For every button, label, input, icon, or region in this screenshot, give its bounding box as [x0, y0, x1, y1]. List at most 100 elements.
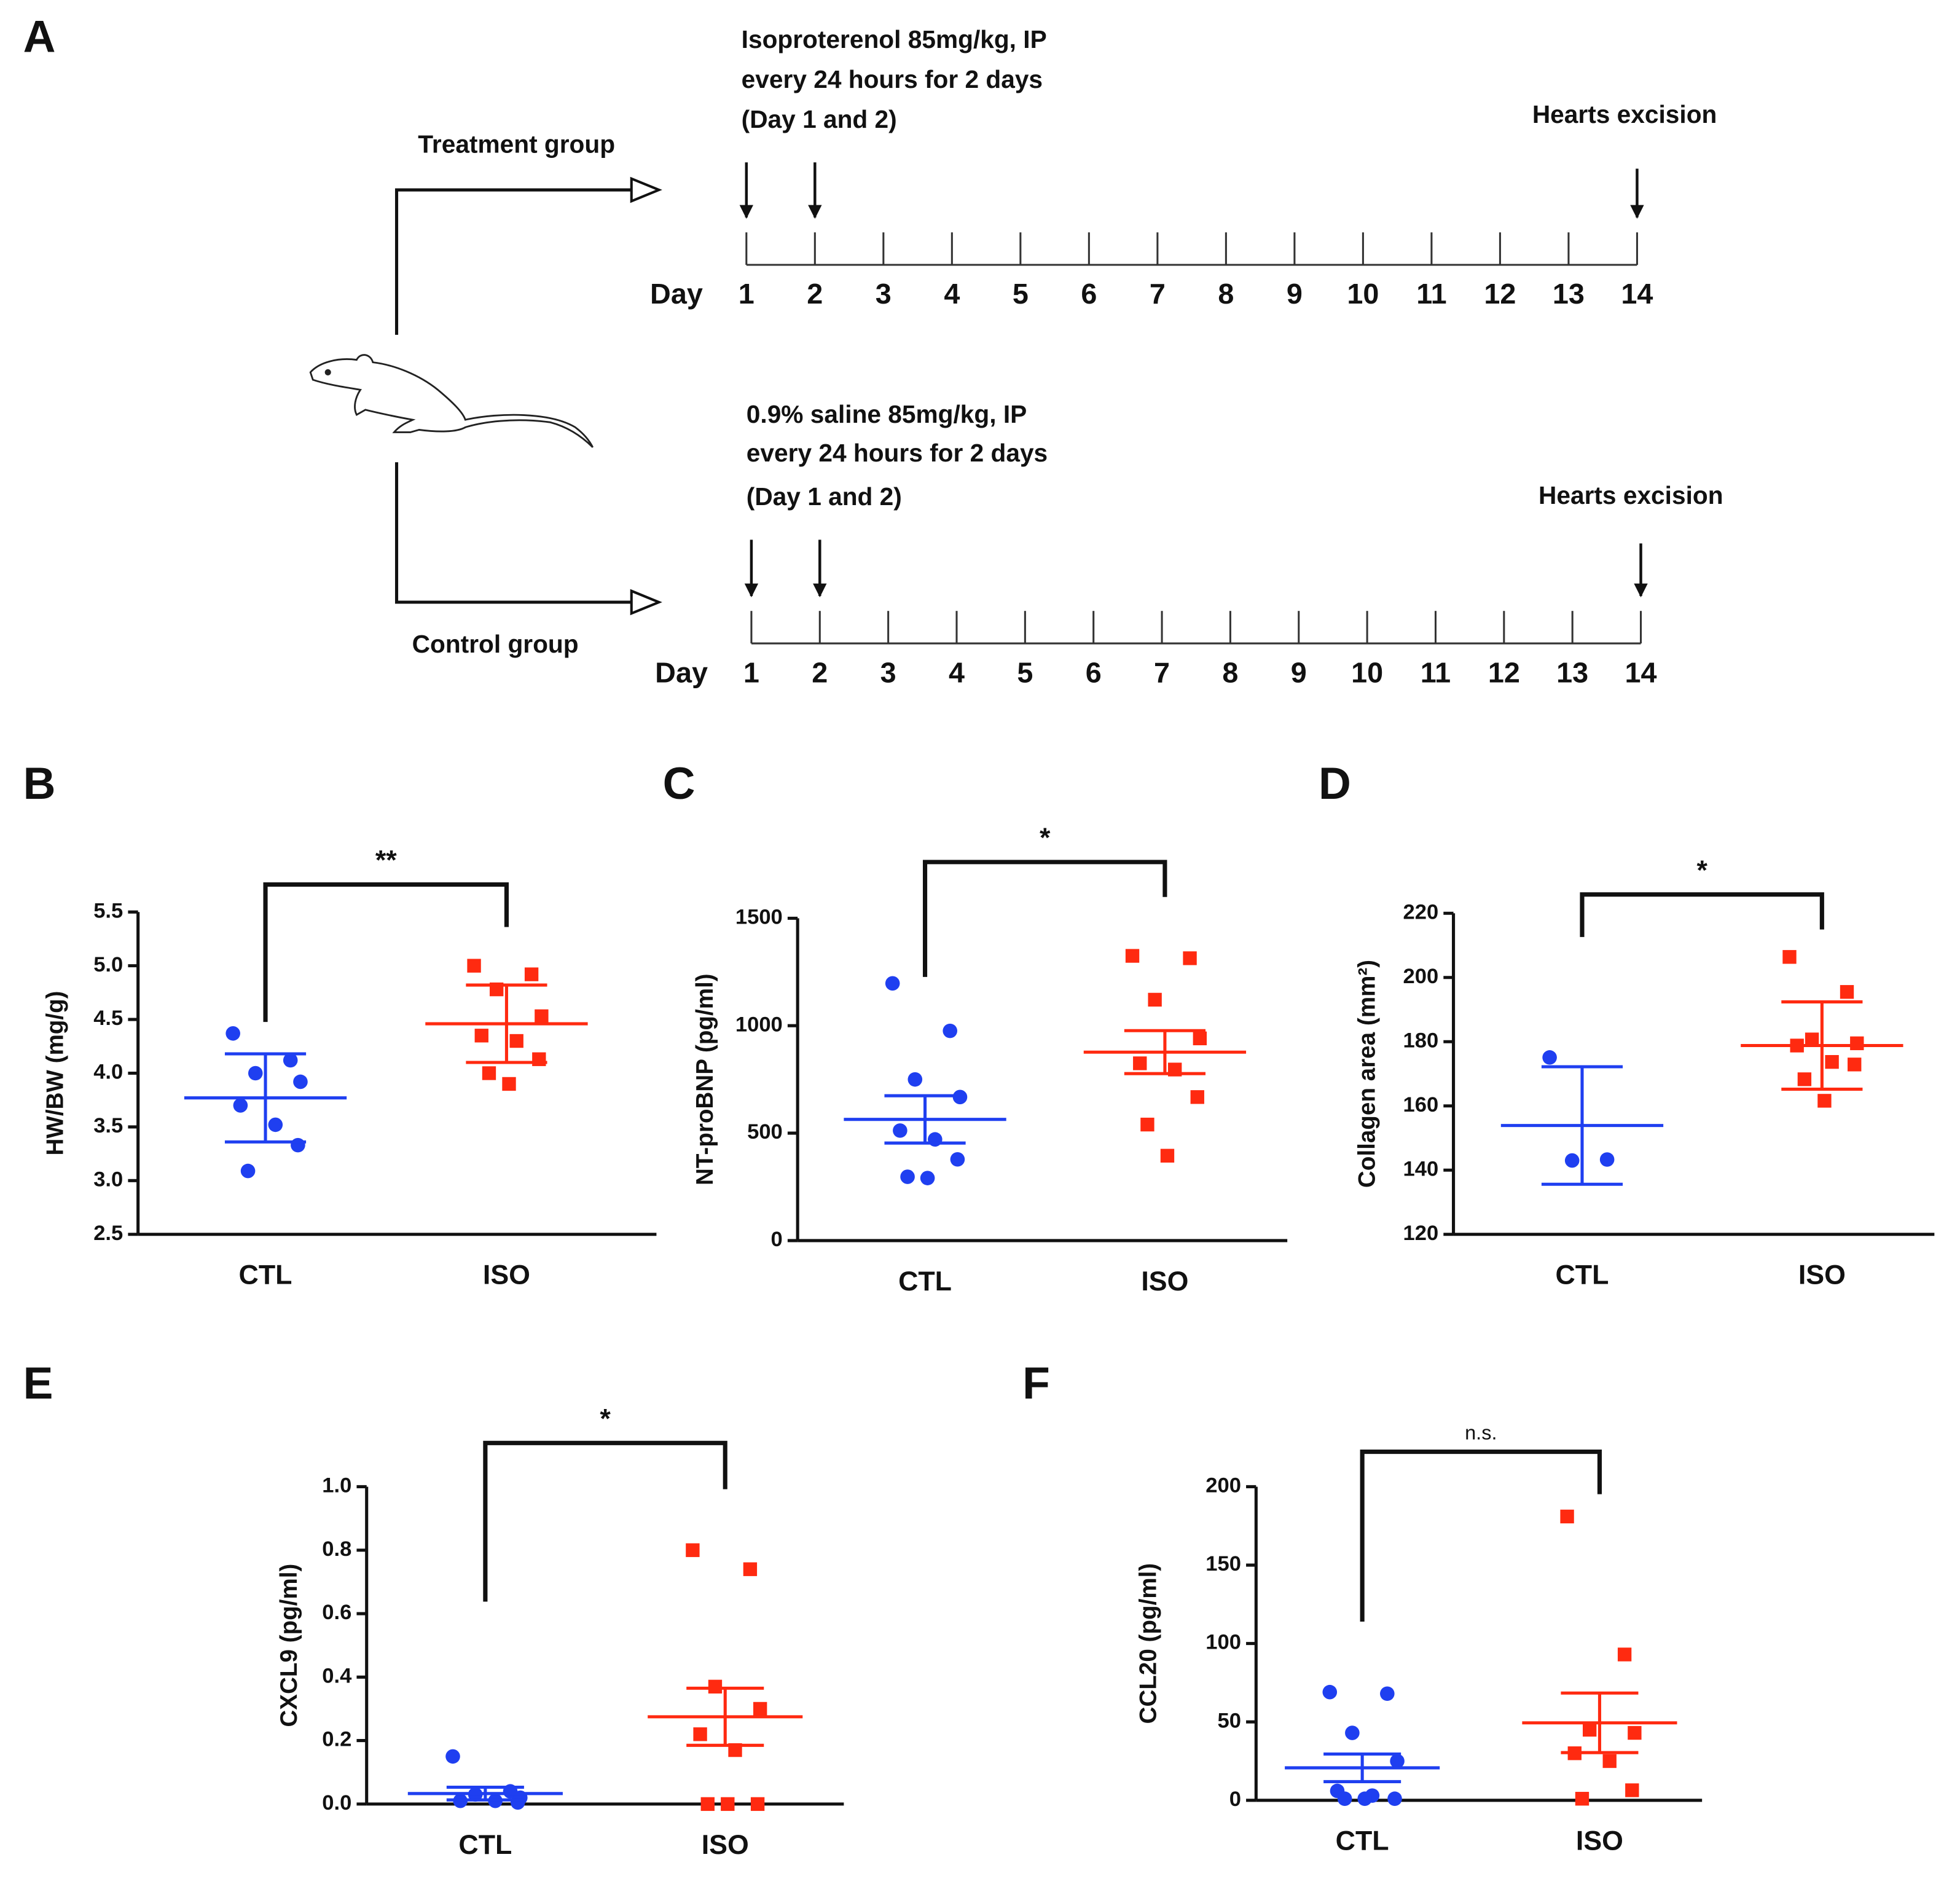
- data-point: [1840, 985, 1854, 999]
- dose-text: (Day 1 and 2): [742, 105, 897, 133]
- data-point: [1848, 1058, 1862, 1072]
- data-point: [1390, 1754, 1405, 1768]
- group-name: Treatment group: [418, 130, 615, 159]
- error-bar: [1323, 1752, 1401, 1783]
- data-point: [1387, 1791, 1402, 1807]
- error-bar: [1781, 1000, 1863, 1091]
- y-tick-label: 1500: [735, 905, 783, 928]
- day-label: Day: [655, 656, 708, 688]
- y-axis-label: CCL20 (pg/ml): [1135, 1563, 1162, 1724]
- day-number: 10: [1347, 278, 1379, 310]
- day-number: 11: [1416, 278, 1446, 310]
- y-tick-label: 4.0: [93, 1061, 123, 1084]
- data-point: [293, 1074, 308, 1089]
- significance-label: *: [1040, 823, 1051, 853]
- data-point: [1133, 1056, 1147, 1070]
- significance-bracket: [1360, 1449, 1602, 1622]
- y-tick-label: 120: [1403, 1222, 1439, 1245]
- significance-bracket: [483, 1440, 727, 1602]
- x-tick-label: CTL: [1556, 1260, 1609, 1290]
- day-number: 14: [1625, 656, 1657, 688]
- y-tick-label: 5.5: [93, 899, 123, 922]
- day-number: 4: [949, 656, 965, 688]
- day-number: 9: [1287, 278, 1303, 310]
- data-point: [900, 1169, 915, 1184]
- data-point: [1125, 949, 1140, 963]
- data-point: [950, 1152, 965, 1167]
- significance-label: n.s.: [1465, 1422, 1497, 1444]
- dose-text: (Day 1 and 2): [747, 482, 902, 511]
- y-tick-label: 5.0: [93, 953, 123, 976]
- y-tick-label: 0.6: [322, 1601, 351, 1624]
- panel-label: E: [23, 1358, 53, 1408]
- y-tick-label: 500: [747, 1120, 783, 1144]
- y-tick-label: 50: [1217, 1709, 1241, 1732]
- y-axis-label: Collagen area (mm²): [1354, 960, 1381, 1188]
- data-point: [693, 1727, 707, 1741]
- x-tick-label: ISO: [702, 1830, 749, 1860]
- data-point: [708, 1679, 723, 1694]
- data-point: [524, 967, 539, 981]
- panel-label: C: [663, 758, 696, 809]
- data-point: [1628, 1725, 1642, 1740]
- day-number: 5: [1017, 656, 1033, 688]
- data-point: [291, 1137, 305, 1153]
- data-point: [1797, 1072, 1812, 1086]
- y-tick-label: 3.5: [93, 1114, 123, 1137]
- data-point: [248, 1066, 263, 1081]
- data-point: [1140, 1117, 1154, 1132]
- x-tick-label: ISO: [1141, 1266, 1188, 1297]
- y-tick-label: 140: [1403, 1157, 1439, 1180]
- y-tick-label: 1.0: [322, 1474, 351, 1497]
- dose-text: every 24 hours for 2 days: [742, 65, 1043, 93]
- data-point: [1575, 1792, 1590, 1806]
- day-number: 9: [1291, 656, 1307, 688]
- day-number: 14: [1621, 278, 1653, 310]
- y-tick-label: 0.8: [322, 1537, 351, 1561]
- data-point: [532, 1052, 546, 1066]
- x-tick-label: ISO: [483, 1260, 530, 1290]
- data-point: [509, 1034, 523, 1048]
- y-tick-label: 1000: [735, 1013, 783, 1036]
- y-tick-label: 4.5: [93, 1007, 123, 1030]
- data-point: [1345, 1725, 1360, 1740]
- error-bar: [446, 1785, 524, 1802]
- y-tick-label: 160: [1403, 1093, 1439, 1117]
- day-number: 7: [1154, 656, 1170, 688]
- day-number: 13: [1553, 278, 1585, 310]
- group-name: Control group: [412, 630, 579, 658]
- data-point: [753, 1701, 767, 1716]
- data-point: [1564, 1153, 1580, 1168]
- panel-label: D: [1319, 758, 1351, 809]
- y-tick-label: 200: [1403, 965, 1439, 988]
- data-point: [225, 1026, 240, 1041]
- day-number: 6: [1086, 656, 1102, 688]
- error-bar: [884, 1094, 966, 1145]
- x-tick-label: ISO: [1798, 1260, 1846, 1290]
- significance-bracket: [922, 860, 1167, 977]
- day-number: 1: [743, 656, 759, 688]
- day-number: 4: [944, 278, 960, 310]
- data-point: [907, 1072, 923, 1087]
- day-number: 5: [1013, 278, 1029, 310]
- data-point: [535, 1009, 549, 1023]
- data-point: [1582, 1722, 1597, 1737]
- day-number: 8: [1218, 278, 1234, 310]
- data-point: [233, 1098, 248, 1113]
- significance-label: *: [600, 1404, 611, 1434]
- data-point: [1542, 1050, 1557, 1065]
- data-point: [474, 1029, 488, 1043]
- significance-label: **: [375, 846, 397, 876]
- dose-text: 0.9% saline 85mg/kg, IP: [747, 400, 1027, 428]
- y-tick-label: 0: [771, 1228, 783, 1251]
- data-point: [1380, 1686, 1395, 1701]
- endpoint-text: Hearts excision: [1539, 481, 1723, 509]
- y-tick-label: 200: [1205, 1474, 1241, 1497]
- day-number: 3: [876, 278, 892, 310]
- error-bar: [1124, 1029, 1205, 1075]
- x-tick-label: CTL: [898, 1266, 952, 1297]
- endpoint-text: Hearts excision: [1532, 100, 1717, 128]
- dose-text: every 24 hours for 2 days: [747, 439, 1048, 467]
